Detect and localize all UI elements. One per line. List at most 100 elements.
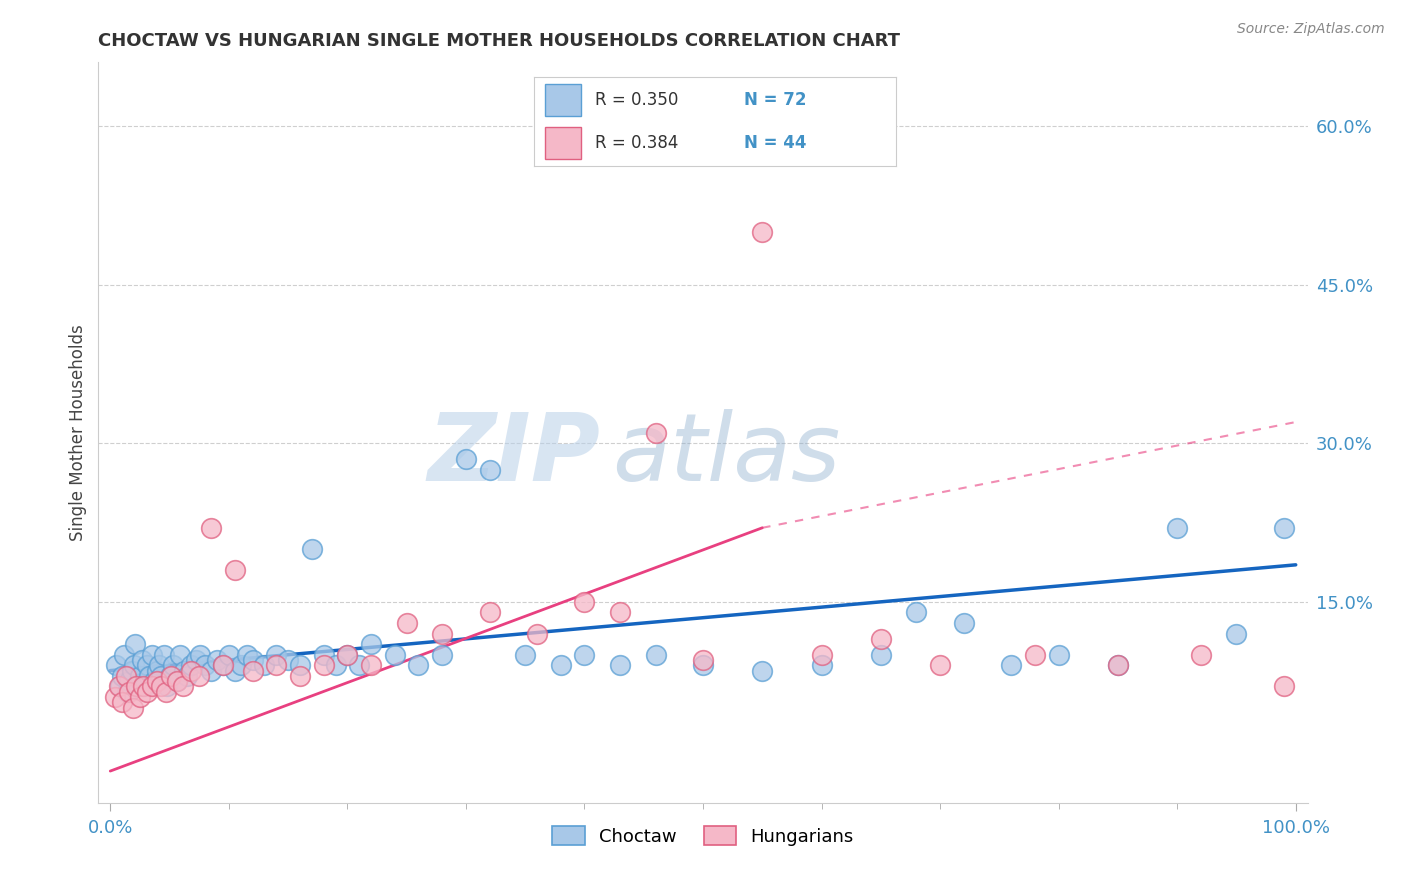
Point (432, 626, 454, 640)
Point (194, 658, 217, 673)
Point (952, 615, 974, 630)
Point (312, 648, 335, 662)
Point (692, 658, 714, 673)
Point (253, 658, 276, 673)
Point (751, 664, 773, 678)
Point (288, 669, 311, 683)
Point (478, 606, 501, 620)
Point (184, 653, 207, 667)
Point (159, 669, 181, 683)
Point (111, 669, 134, 683)
Point (454, 452, 477, 467)
Text: CHOCTAW VS HUNGARIAN SINGLE MOTHER HOUSEHOLDS CORRELATION CHART: CHOCTAW VS HUNGARIAN SINGLE MOTHER HOUSE… (98, 32, 900, 50)
Point (104, 690, 127, 704)
Point (156, 680, 179, 694)
Point (644, 425, 666, 440)
Point (200, 664, 222, 678)
Point (336, 648, 359, 662)
Point (105, 658, 128, 673)
Point (1107, 658, 1129, 673)
Point (1272, 521, 1295, 535)
Point (129, 669, 152, 683)
Point (360, 658, 382, 673)
Point (121, 700, 143, 714)
Point (132, 680, 155, 694)
Point (644, 648, 666, 662)
Point (166, 674, 188, 689)
Point (138, 669, 160, 683)
Point (1166, 521, 1188, 535)
Point (148, 658, 170, 673)
Point (336, 648, 359, 662)
Point (1189, 648, 1212, 662)
Point (408, 658, 430, 673)
Point (118, 674, 141, 689)
Point (150, 669, 173, 683)
Point (229, 658, 252, 673)
Point (264, 648, 287, 662)
Point (905, 606, 928, 620)
Point (1024, 648, 1046, 662)
Point (550, 658, 572, 673)
Point (751, 225, 773, 239)
Point (810, 648, 832, 662)
Point (526, 626, 548, 640)
Point (1272, 680, 1295, 694)
Point (114, 669, 136, 683)
Point (574, 595, 596, 609)
Point (301, 541, 323, 556)
Point (180, 664, 202, 678)
Point (869, 648, 891, 662)
Point (212, 658, 235, 673)
Point (432, 648, 454, 662)
Point (395, 615, 418, 630)
Point (224, 664, 246, 678)
Point (188, 669, 211, 683)
Point (312, 658, 335, 673)
Point (145, 674, 167, 689)
Text: Source: ZipAtlas.com: Source: ZipAtlas.com (1237, 22, 1385, 37)
Point (190, 648, 212, 662)
Point (173, 664, 195, 678)
Point (180, 658, 202, 673)
Point (145, 664, 167, 678)
Point (264, 658, 287, 673)
Point (218, 648, 240, 662)
Y-axis label: Single Mother Households: Single Mother Households (69, 325, 87, 541)
Point (107, 680, 129, 694)
Point (143, 674, 166, 689)
Point (114, 648, 136, 662)
Point (121, 664, 143, 678)
Point (288, 658, 311, 673)
Point (242, 664, 264, 678)
Point (347, 658, 370, 673)
Point (224, 563, 246, 577)
Point (111, 695, 134, 709)
Point (166, 674, 188, 689)
Point (169, 648, 191, 662)
Point (129, 690, 152, 704)
Point (108, 680, 131, 694)
Point (205, 653, 228, 667)
Point (141, 648, 163, 662)
Point (155, 685, 177, 699)
Point (212, 658, 235, 673)
Point (692, 653, 714, 667)
Point (1000, 658, 1022, 673)
Point (118, 685, 141, 699)
Point (115, 685, 138, 699)
Point (162, 658, 184, 673)
Point (152, 648, 174, 662)
Point (1225, 626, 1247, 640)
Point (478, 462, 501, 476)
Point (159, 669, 181, 683)
Point (515, 648, 537, 662)
Point (609, 606, 631, 620)
Point (360, 637, 382, 651)
Point (125, 680, 148, 694)
Point (325, 658, 347, 673)
Point (124, 637, 146, 651)
Text: atlas: atlas (613, 409, 841, 500)
Point (810, 658, 832, 673)
Point (136, 658, 159, 673)
